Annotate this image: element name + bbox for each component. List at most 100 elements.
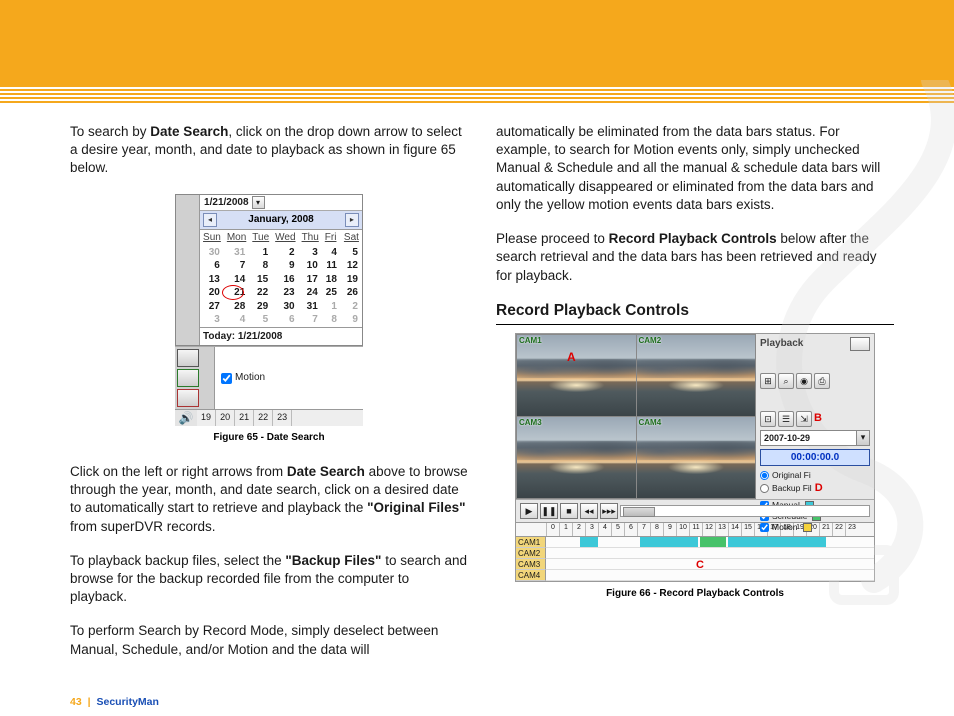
calendar-day[interactable]: 5 (341, 246, 362, 260)
calendar-dow: Wed (272, 230, 298, 246)
calendar-day[interactable]: 2 (272, 246, 298, 260)
calendar-day[interactable]: 26 (341, 286, 362, 300)
calendar-day[interactable]: 11 (322, 259, 341, 273)
calendar-day[interactable]: 3 (299, 246, 322, 260)
calendar-day[interactable]: 31 (224, 246, 249, 260)
motion-checkbox-label[interactable]: Motion (215, 371, 265, 385)
tool-icon-4[interactable]: ⎙ (814, 373, 830, 389)
bold: "Backup Files" (285, 553, 381, 568)
date-select[interactable]: 2007-10-29 ▾ (760, 430, 870, 446)
tool-icon-6[interactable]: ☰ (778, 411, 794, 427)
dp-button-2[interactable] (177, 369, 199, 387)
calendar-day[interactable]: 10 (299, 259, 322, 273)
calendar-day[interactable]: 19 (341, 273, 362, 287)
track-bar[interactable] (546, 537, 874, 548)
annotation-b: B (814, 411, 822, 427)
cam-1[interactable]: CAM1 A (517, 335, 636, 416)
calendar-day[interactable]: 8 (249, 259, 272, 273)
stop-button[interactable]: ■ (560, 503, 578, 519)
next-month-button[interactable]: ▸ (345, 213, 359, 227)
calendar-day[interactable]: 13 (200, 273, 224, 287)
ruler-hour: 11 (689, 523, 702, 536)
track-bar[interactable] (546, 570, 874, 581)
tool-icon-1[interactable]: ⊞ (760, 373, 776, 389)
calendar-day[interactable]: 6 (200, 259, 224, 273)
bold-date-search: Date Search (150, 124, 228, 139)
date-input[interactable]: 1/21/2008 (202, 196, 251, 210)
calendar-day[interactable]: 29 (249, 300, 272, 314)
figure-65-caption: Figure 65 - Date Search (70, 431, 468, 445)
calendar-day[interactable]: 7 (299, 313, 322, 327)
tool-icon-7[interactable]: ⇲ (796, 411, 812, 427)
cam-4[interactable]: CAM4 (637, 417, 756, 498)
dp-button-1[interactable] (177, 349, 199, 367)
calendar-day[interactable]: 9 (341, 313, 362, 327)
radio-original[interactable]: Original Fi (760, 470, 870, 481)
pause-button[interactable]: ❚❚ (540, 503, 558, 519)
dp-button-3[interactable] (177, 389, 199, 407)
timeline-hour: 19 (197, 410, 216, 426)
cam-label: CAM4 (639, 418, 662, 429)
calendar-day[interactable]: 7 (224, 259, 249, 273)
calendar-day[interactable]: 5 (249, 313, 272, 327)
calendar-day[interactable]: 27 (200, 300, 224, 314)
figure-65: 1/21/2008 ▾ ◂ January, 2008 ▸ SunMonTueW… (70, 194, 468, 445)
today-label[interactable]: Today: 1/21/2008 (200, 327, 362, 346)
calendar-day[interactable]: 14 (224, 273, 249, 287)
radio-original-input[interactable] (760, 471, 769, 480)
calendar-day[interactable]: 22 (249, 286, 272, 300)
calendar-day[interactable]: 25 (322, 286, 341, 300)
radio-backup[interactable]: Backup Fil D (760, 481, 870, 495)
calendar-day[interactable]: 24 (299, 286, 322, 300)
speaker-icon[interactable]: 🔊 (175, 409, 197, 426)
calendar-day[interactable]: 8 (322, 313, 341, 327)
track-bar[interactable]: C (546, 559, 874, 570)
calendar-day[interactable]: 31 (299, 300, 322, 314)
calendar-day[interactable]: 1 (249, 246, 272, 260)
calendar-day[interactable]: 16 (272, 273, 298, 287)
track-segment (728, 537, 826, 547)
calendar-day[interactable]: 6 (272, 313, 298, 327)
calendar-day[interactable]: 9 (272, 259, 298, 273)
calendar-day[interactable]: 3 (200, 313, 224, 327)
calendar-day[interactable]: 20 (200, 286, 224, 300)
date-dropdown-button[interactable]: ▾ (252, 196, 265, 209)
para-recordmode: To perform Search by Record Mode, simply… (70, 622, 468, 658)
para-auto-eliminate: automatically be eliminated from the dat… (496, 123, 894, 214)
calendar-day[interactable]: 30 (200, 246, 224, 260)
scrub-bar[interactable] (620, 505, 870, 517)
calendar-day[interactable]: 23 (272, 286, 298, 300)
calendar-day[interactable]: 18 (322, 273, 341, 287)
calendar-day[interactable]: 4 (224, 313, 249, 327)
cam-2[interactable]: CAM2 (637, 335, 756, 416)
calendar-day[interactable]: 4 (322, 246, 341, 260)
check-motion-input[interactable] (760, 523, 769, 532)
tool-icon-5[interactable]: ⊡ (760, 411, 776, 427)
next-button[interactable]: ▸▸▸ (600, 503, 618, 519)
prev-month-button[interactable]: ◂ (203, 213, 217, 227)
calendar-grid: SunMonTueWedThuFriSat 303112345678910111… (200, 230, 362, 327)
calendar-day[interactable]: 2 (341, 300, 362, 314)
track-bar[interactable] (546, 548, 874, 559)
cam-3[interactable]: CAM3 (517, 417, 636, 498)
play-button[interactable]: ▶ (520, 503, 538, 519)
calendar-day[interactable]: 15 (249, 273, 272, 287)
calendar-day[interactable]: 17 (299, 273, 322, 287)
check-motion[interactable]: Motion (760, 522, 870, 533)
calendar-day[interactable]: 1 (322, 300, 341, 314)
calendar-day[interactable]: 21 (224, 286, 249, 300)
prev-button[interactable]: ◂◂ (580, 503, 598, 519)
timeline-tracks: CAM1CAM2CAM3CCAM4 (516, 536, 874, 581)
calendar-day[interactable]: 30 (272, 300, 298, 314)
fullscreen-button[interactable] (850, 337, 870, 351)
timeline-hour: 21 (235, 410, 254, 426)
motion-checkbox[interactable] (221, 373, 232, 384)
calendar-day[interactable]: 28 (224, 300, 249, 314)
ruler-hour: 0 (546, 523, 559, 536)
calendar-day[interactable]: 12 (341, 259, 362, 273)
tool-icon-2[interactable]: ⌕ (778, 373, 794, 389)
tool-icon-3[interactable]: ◉ (796, 373, 812, 389)
figure-66: CAM1 A CAM2 CAM3 CAM4 (496, 333, 894, 601)
radio-backup-input[interactable] (760, 484, 769, 493)
date-dropdown-icon[interactable]: ▾ (856, 431, 869, 445)
